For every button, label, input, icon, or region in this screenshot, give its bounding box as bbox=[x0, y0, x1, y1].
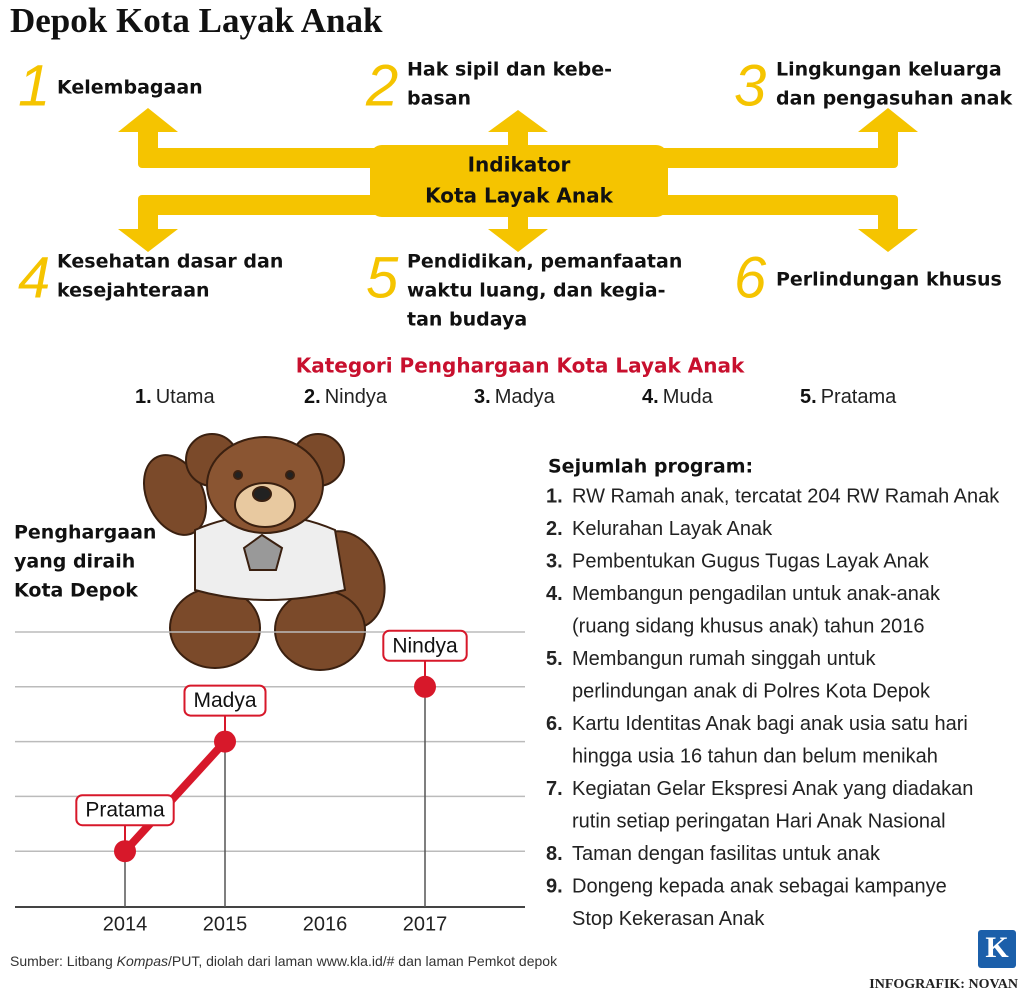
indicator-label: Pendidikan, pemanfaatan bbox=[407, 251, 682, 273]
award-item: 5. Pratama bbox=[800, 386, 897, 408]
indicator-number: 4 bbox=[18, 245, 50, 310]
award-number: 1. bbox=[135, 386, 152, 408]
award-point bbox=[414, 675, 436, 698]
indicator-label: dan pengasuhan anak bbox=[776, 88, 1012, 110]
indicator-arrows bbox=[118, 108, 918, 252]
program-number: 4. bbox=[546, 583, 563, 605]
chart-title: yang diraih bbox=[14, 551, 135, 573]
program-text: Taman dengan fasilitas untuk anak bbox=[572, 843, 881, 865]
indicator-label: tan budaya bbox=[407, 309, 527, 331]
point-label: Nindya bbox=[392, 634, 458, 657]
programs-title: Sejumlah program: bbox=[548, 456, 753, 478]
source-part: Sumber: Litbang bbox=[10, 953, 117, 969]
x-tick-label: 2016 bbox=[303, 913, 348, 935]
indicator-center-label: Indikator bbox=[468, 153, 571, 177]
title: Depok Kota Layak Anak bbox=[10, 1, 383, 40]
chart-title: Penghargaan bbox=[14, 522, 156, 544]
indicator-number: 6 bbox=[734, 245, 767, 310]
indicator-center-label: Kota Layak Anak bbox=[425, 184, 614, 208]
award-name: Muda bbox=[663, 386, 714, 408]
program-number: 9. bbox=[546, 875, 563, 897]
indicator-label: kesejahteraan bbox=[57, 280, 210, 302]
award-item: 4. Muda bbox=[642, 386, 714, 408]
program-number: 8. bbox=[546, 843, 563, 865]
indicator-label: Kelembagaan bbox=[57, 77, 203, 99]
awards-title: Kategori Penghargaan Kota Layak Anak bbox=[296, 354, 745, 378]
source: Sumber: Litbang Kompas/PUT, diolah dari … bbox=[10, 953, 558, 969]
chart-title: Kota Depok bbox=[14, 580, 138, 602]
award-item: 1. Utama bbox=[135, 386, 215, 408]
logo-letter: K bbox=[985, 931, 1009, 964]
program-text: (ruang sidang khusus anak) tahun 2016 bbox=[572, 615, 924, 637]
source-part: Kompas bbox=[117, 953, 168, 969]
indicator-label: Lingkungan keluarga bbox=[776, 59, 1002, 81]
program-text: rutin setiap peringatan Hari Anak Nasion… bbox=[572, 810, 946, 832]
program-text: Membangun pengadilan untuk anak-anak bbox=[572, 583, 941, 605]
credit: INFOGRAFIK: NOVAN bbox=[869, 977, 1018, 992]
x-tick-label: 2017 bbox=[403, 913, 448, 935]
award-item: 2. Nindya bbox=[304, 386, 388, 408]
award-number: 5. bbox=[800, 386, 817, 408]
indicator-number: 2 bbox=[365, 53, 398, 118]
indicator-number: 1 bbox=[18, 53, 50, 118]
program-text: Dongeng kepada anak sebagai kampanye bbox=[572, 875, 947, 897]
indicator-label: Perlindungan khusus bbox=[776, 269, 1002, 291]
award-name: Madya bbox=[495, 386, 556, 408]
point-label: Madya bbox=[193, 689, 256, 712]
logo: K bbox=[978, 930, 1016, 968]
award-number: 2. bbox=[304, 386, 321, 408]
award-name: Pratama bbox=[821, 386, 897, 408]
indicator-number: 5 bbox=[366, 245, 399, 310]
program-number: 5. bbox=[546, 648, 563, 670]
point-label: Pratama bbox=[85, 799, 165, 822]
program-text: hingga usia 16 tahun dan belum menikah bbox=[572, 745, 938, 767]
program-text: RW Ramah anak, tercatat 204 RW Ramah Ana… bbox=[572, 485, 1000, 507]
x-tick-label: 2014 bbox=[103, 913, 148, 935]
program-text: Pembentukan Gugus Tugas Layak Anak bbox=[572, 550, 930, 572]
program-number: 1. bbox=[546, 485, 563, 507]
indicator-label: waktu luang, dan kegia- bbox=[407, 280, 665, 302]
program-text: perlindungan anak di Polres Kota Depok bbox=[572, 680, 931, 702]
award-point bbox=[114, 840, 136, 863]
program-number: 3. bbox=[546, 550, 563, 572]
award-name: Utama bbox=[156, 386, 216, 408]
program-number: 6. bbox=[546, 713, 563, 735]
source-part: /PUT, diolah dari laman www.kla.id/# dan… bbox=[168, 953, 558, 969]
award-number: 3. bbox=[474, 386, 491, 408]
program-text: Stop Kekerasan Anak bbox=[572, 908, 765, 930]
program-number: 2. bbox=[546, 518, 563, 540]
award-line bbox=[122, 738, 228, 854]
teddy-bear bbox=[143, 433, 386, 671]
program-text: Kegiatan Gelar Ekspresi Anak yang diadak… bbox=[572, 778, 973, 800]
program-text: Kelurahan Layak Anak bbox=[572, 518, 773, 540]
indicator-label: basan bbox=[407, 88, 471, 110]
award-point bbox=[214, 730, 236, 753]
award-number: 4. bbox=[642, 386, 659, 408]
indicator-label: Hak sipil dan kebe- bbox=[407, 59, 612, 81]
indicator-label: Kesehatan dasar dan bbox=[57, 251, 283, 273]
award-name: Nindya bbox=[325, 386, 388, 408]
program-text: Kartu Identitas Anak bagi anak usia satu… bbox=[572, 713, 968, 735]
logo-box bbox=[978, 930, 1016, 968]
award-item: 3. Madya bbox=[474, 386, 556, 408]
program-number: 7. bbox=[546, 778, 563, 800]
x-tick-label: 2015 bbox=[203, 913, 248, 935]
award-chart: Penghargaan yang diraih Kota Depok 2014 2015… bbox=[14, 522, 525, 935]
program-text: Membangun rumah singgah untuk bbox=[572, 648, 877, 670]
indicator-number: 3 bbox=[734, 53, 766, 118]
